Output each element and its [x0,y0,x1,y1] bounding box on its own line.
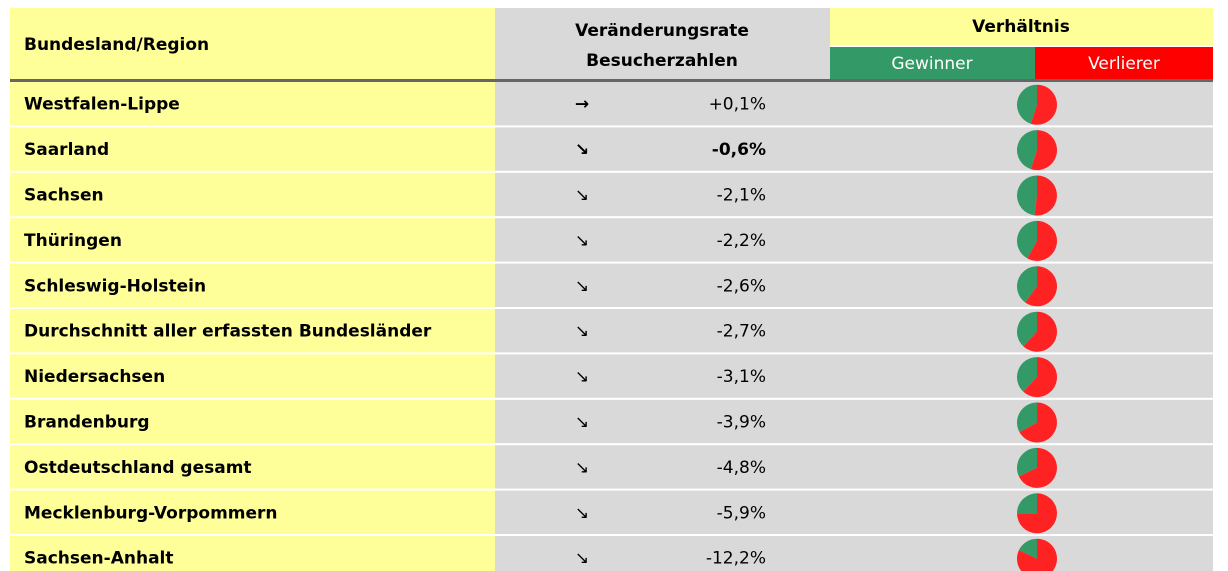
header-cell [495,8,830,80]
region: Ostdeutschland gesamt [24,458,252,478]
change-cell [495,445,1213,489]
pie-losers [1034,175,1057,216]
header-cell [10,8,495,80]
change-cell [495,536,1213,571]
pie-winners [1017,130,1037,170]
losers-header [1035,47,1213,80]
winners-header [830,47,1035,80]
pie-winners [1018,538,1037,559]
trend-arrow: ↘ [575,140,589,160]
trend-arrow: ↘ [575,231,589,251]
region: Sachsen [24,186,104,206]
change-cell [495,354,1213,398]
header-text: Gewinner [891,54,972,74]
pie-losers [1018,447,1057,488]
pie-winners [1016,220,1037,259]
trend-arrow: ↘ [575,413,589,433]
pie-winners [1017,175,1037,216]
region: Niedersachsen [24,367,165,387]
region: Mecklenburg-Vorpommern [24,503,278,523]
change-value: -0,6% [712,140,766,160]
change-value: -3,9% [717,413,766,433]
pie-winners [1017,357,1037,392]
pie-losers [1017,493,1057,534]
pie-losers [1023,357,1058,398]
region: Durchschnitt aller erfassten Bundeslände… [24,322,432,342]
change-value: -4,8% [717,458,766,478]
change-value: -5,9% [717,503,766,523]
region: Saarland [24,140,109,160]
region-cell [10,536,495,571]
change-value: -3,1% [717,367,766,387]
region-cell [10,354,495,398]
pie-losers [1030,130,1058,171]
pie-losers [1023,311,1058,352]
pie-losers [1019,402,1057,443]
trend-arrow: ↘ [575,367,589,387]
trend-arrow: ↘ [575,322,589,342]
change-value: +0,1% [709,95,766,115]
trend-arrow: → [575,95,589,115]
region-cell [10,399,495,444]
region-cell [10,490,495,534]
header-text: Verhältnis [972,17,1070,37]
pie-winners [1016,447,1037,477]
trend-arrow: ↘ [575,458,589,478]
change-cell [495,127,1213,171]
region-cell [10,309,495,353]
trend-arrow: ↘ [575,276,589,296]
change-value: -12,2% [706,549,766,569]
change-value: -2,6% [717,276,766,296]
change-cell [495,82,1213,126]
trend-arrow: ↘ [575,549,589,569]
region: Westfalen-Lippe [24,95,180,115]
pie-winners [1017,311,1037,347]
trend-arrow: ↘ [575,503,589,523]
change-cell [495,309,1213,353]
header-text: Verlierer [1088,54,1160,74]
trend-arrow: ↘ [575,186,589,206]
pie-losers [1017,538,1057,571]
region: Schleswig-Holstein [24,276,206,296]
pie-winners [1017,493,1037,514]
pie-winners [1017,84,1037,124]
change-cell [495,399,1213,444]
region-cell [10,172,495,217]
pie-losers [1027,220,1057,261]
header-rule [10,79,1213,82]
change-cell [495,263,1213,307]
change-cell [495,218,1213,262]
region-cell [10,263,495,307]
pie-losers [1030,84,1058,125]
region: Sachsen-Anhalt [24,549,174,569]
header-text: Bundesland/Region [24,35,209,55]
pie-winners [1016,266,1037,303]
region: Brandenburg [24,413,150,433]
pie-winners [1017,402,1037,433]
change-cell [495,172,1213,217]
region-cell [10,218,495,262]
region-cell [10,127,495,171]
change-value: -2,1% [717,186,766,206]
change-value: -2,2% [717,231,766,251]
header-text: Veränderungsrate [575,21,749,41]
pie-losers [1025,266,1057,307]
region-cell [10,82,495,126]
region-cell [10,445,495,489]
region: Thüringen [24,231,122,251]
header-text: Besucherzahlen [586,51,738,71]
change-value: -2,7% [717,322,766,342]
change-cell [495,490,1213,534]
header-cell [830,8,1213,45]
